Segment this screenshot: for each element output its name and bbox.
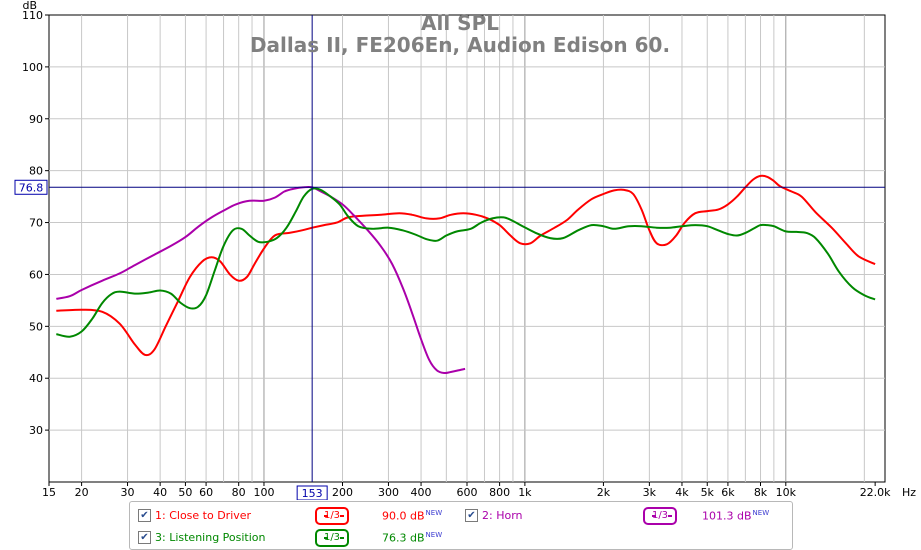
x-tick-label: 800 — [489, 486, 510, 499]
chart-title: All SPL — [421, 11, 499, 35]
cursor-x-box — [296, 485, 328, 500]
legend-entry-listen[interactable]: ✔ 3: Listening Position — [138, 527, 266, 547]
x-tick-label: 30 — [121, 486, 135, 499]
y-tick-label: 30 — [29, 424, 43, 437]
x-tick-label: 8k — [754, 486, 768, 499]
level-horn-badge: NEW — [752, 509, 770, 517]
cursor[interactable]: 76.8 153 — [14, 15, 885, 500]
level-close-value: 90.0 dB — [382, 509, 425, 523]
y-tick-label: 40 — [29, 372, 43, 385]
cursor-y-box — [14, 179, 48, 195]
legend-label-listen: 3: Listening Position — [155, 530, 266, 544]
checkbox-close[interactable]: ✔ — [138, 508, 151, 522]
x-tick-label: 1k — [518, 486, 532, 499]
level-close: 90.0 dBNEW — [382, 509, 442, 523]
x-tick-label: 60 — [199, 486, 213, 499]
series-horn — [56, 185, 466, 375]
level-horn: 101.3 dBNEW — [702, 509, 769, 523]
y-tick-label: 90 — [29, 113, 43, 126]
x-tick-label: 200 — [332, 486, 353, 499]
series-close-to-driver — [56, 174, 876, 357]
level-close-badge: NEW — [425, 509, 443, 517]
axis-ticks: 30 40 50 60 70 80 90 100 110 15 20 30 40 50 60 80 100 200… — [22, 9, 891, 499]
smoothing-close[interactable]: 1/3 — [315, 507, 349, 525]
cursor-y-readout: 76.8 — [19, 181, 44, 194]
x-tick-label: 3k — [643, 486, 657, 499]
x-unit-label: Hz — [902, 486, 916, 499]
x-tick-label: 600 — [457, 486, 478, 499]
y-tick-label: 60 — [29, 268, 43, 281]
x-tick-label: 80 — [232, 486, 246, 499]
level-horn-value: 101.3 dB — [702, 509, 752, 523]
x-tick-label: 15 — [42, 486, 56, 499]
x-tick-label: 2k — [597, 486, 611, 499]
legend-label-horn: 2: Horn — [482, 508, 523, 522]
y-tick-label: 50 — [29, 320, 43, 333]
y-tick-label: 80 — [29, 165, 43, 178]
x-tick-label: 40 — [153, 486, 167, 499]
grid — [49, 15, 885, 482]
x-tick-label: 400 — [411, 486, 432, 499]
spl-chart[interactable]: 30 40 50 60 70 80 90 100 110 15 20 30 40 50 60 80 100 200… — [0, 0, 921, 500]
legend-entry-close[interactable]: ✔ 1: Close to Driver — [138, 505, 251, 525]
legend-label-close: 1: Close to Driver — [155, 508, 252, 522]
x-tick-label: 50 — [178, 486, 192, 499]
cursor-x-readout: 153 — [302, 487, 323, 500]
legend-entry-horn[interactable]: ✔ 2: Horn — [465, 505, 523, 525]
smoothing-horn[interactable]: 1/3 — [643, 507, 677, 525]
series-listening-position — [56, 187, 876, 338]
y-tick-label: 70 — [29, 217, 43, 230]
x-tick-label: 20 — [75, 486, 89, 499]
series-group — [56, 174, 876, 375]
chart-subtitle: Dallas II, FE206En, Audion Edison 60. — [250, 33, 670, 57]
smoothing-listen[interactable]: 1/3 — [315, 529, 349, 547]
x-tick-label: 5k — [701, 486, 715, 499]
y-tick-label: 110 — [22, 9, 43, 22]
x-tick-label: 300 — [378, 486, 399, 499]
checkbox-horn[interactable]: ✔ — [465, 508, 478, 522]
level-listen-value: 76.3 dB — [382, 531, 425, 545]
y-tick-label: 100 — [22, 61, 43, 74]
level-listen: 76.3 dBNEW — [382, 531, 442, 545]
checkbox-listen[interactable]: ✔ — [138, 530, 151, 544]
y-unit-label: dB — [22, 0, 37, 12]
x-tick-label: 100 — [253, 486, 274, 499]
x-tick-label: 6k — [721, 486, 735, 499]
x-tick-label: 22.0k — [860, 486, 891, 499]
x-tick-label: 4k — [675, 486, 689, 499]
legend: ✔ 1: Close to Driver 1/3 90.0 dBNEW ✔ 2:… — [129, 501, 793, 550]
level-listen-badge: NEW — [425, 531, 443, 539]
x-tick-label: 10k — [776, 486, 797, 499]
